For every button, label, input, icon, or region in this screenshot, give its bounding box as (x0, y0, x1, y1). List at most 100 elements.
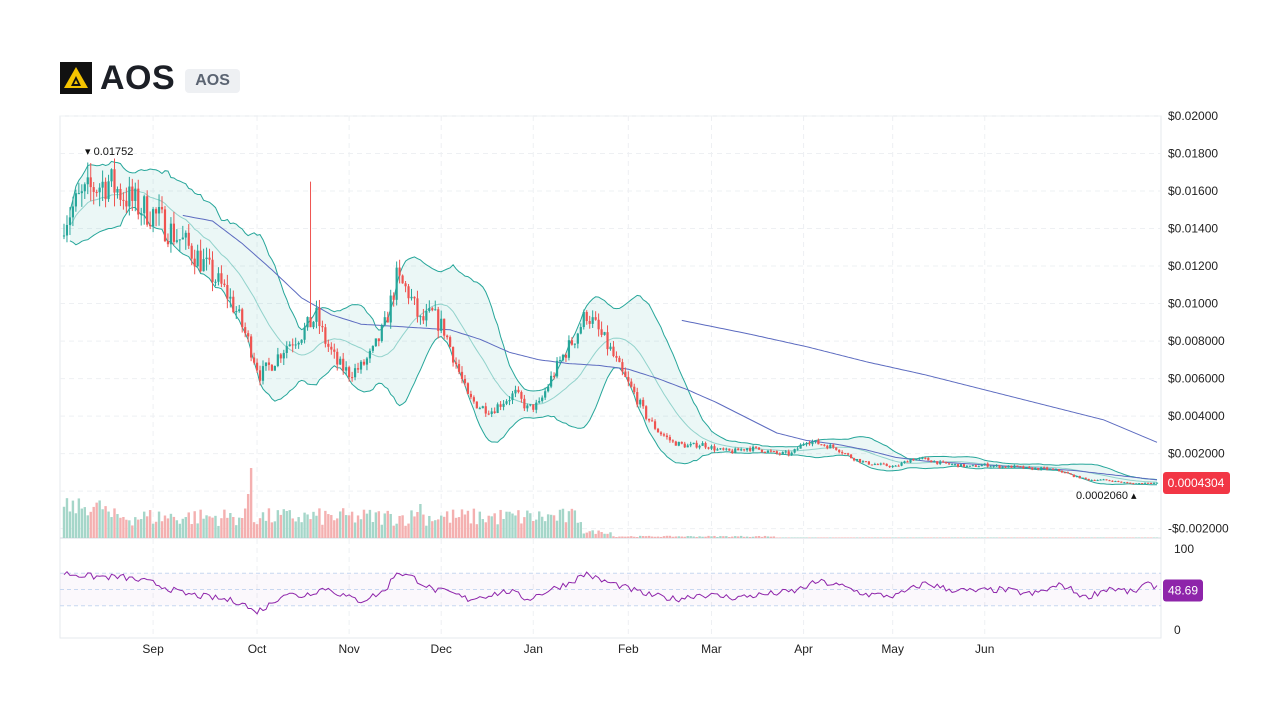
volume-bar (440, 515, 443, 538)
candle-body (1063, 472, 1067, 474)
candle-body (668, 437, 672, 441)
candle-body (986, 463, 989, 467)
candle-body (238, 309, 241, 312)
candle-body (906, 461, 909, 463)
candle-body (490, 411, 493, 414)
volume-bar (181, 518, 185, 538)
candle-body (630, 381, 633, 387)
candle-body (882, 463, 885, 465)
volume-bar (1069, 537, 1073, 538)
candle-body (324, 327, 327, 344)
volume-bar (398, 515, 401, 538)
volume-bar (1120, 537, 1123, 538)
candle-body (505, 401, 508, 404)
candle-body (466, 383, 470, 394)
candle-body (356, 368, 360, 370)
candle-body (743, 449, 746, 451)
volume-bar (273, 521, 277, 538)
volume-bar (282, 509, 285, 538)
candle-body (692, 442, 695, 444)
volume-bar (401, 515, 404, 538)
volume-bar (1084, 537, 1087, 538)
candle-body (861, 461, 865, 463)
candle-body (766, 450, 770, 453)
volume-bar (324, 510, 327, 538)
volume-bar (751, 536, 755, 538)
candle-body (258, 370, 262, 381)
volume-bar (879, 537, 882, 538)
volume-bar (540, 516, 544, 538)
volume-bar (573, 510, 577, 538)
volume-bar (493, 513, 496, 538)
volume-bar (953, 537, 957, 538)
candle-body (478, 408, 481, 410)
candle-body (903, 461, 906, 463)
candle-body (217, 273, 220, 282)
candle-body (273, 365, 276, 371)
volume-bar (659, 536, 663, 538)
candle-body (544, 391, 547, 398)
candle-body (1034, 467, 1037, 470)
volume-bar (588, 531, 591, 538)
volume-bar (276, 510, 280, 538)
candle-body (1016, 465, 1019, 467)
candle-body (698, 445, 701, 448)
volume-bar (757, 536, 761, 538)
candle-body (912, 459, 915, 461)
candle-body (380, 325, 383, 342)
candle-body (83, 184, 86, 192)
volume-bar (555, 520, 559, 538)
candle-body (787, 451, 790, 455)
candle-body (576, 333, 579, 344)
candle-body (520, 392, 523, 399)
candle-body (306, 317, 309, 328)
candle-body (677, 441, 680, 446)
volume-bar (630, 536, 633, 538)
candle-body (555, 360, 559, 377)
y-tick-label: -$0.002000 (1168, 522, 1229, 536)
candle-body (1135, 483, 1138, 485)
volume-bar (760, 536, 764, 538)
volume-bar (416, 512, 419, 538)
candle-body (873, 464, 876, 466)
volume-bar (267, 508, 271, 538)
candle-body (716, 449, 719, 451)
candle-body (538, 401, 541, 403)
candle-body (680, 441, 683, 444)
volume-bar (478, 511, 482, 538)
volume-bar (386, 510, 389, 538)
volume-bar (701, 536, 704, 538)
candle-body (65, 224, 69, 236)
volume-bar (1028, 537, 1031, 538)
volume-bar (849, 537, 853, 538)
volume-bar (1090, 537, 1093, 538)
volume-bar (665, 535, 669, 538)
y-tick-label: $0.01400 (1168, 222, 1218, 236)
volume-bar (912, 537, 915, 538)
candle-body (992, 465, 995, 467)
volume-bar (511, 513, 514, 538)
x-tick-label: Jan (524, 642, 543, 656)
volume-bar (962, 537, 966, 538)
candle-body (1084, 477, 1087, 479)
candle-body (514, 389, 517, 394)
volume-bar (535, 519, 538, 538)
volume-bar (864, 537, 868, 538)
volume-bar (428, 515, 431, 538)
candle-body (1007, 465, 1010, 468)
candle-body (757, 447, 761, 450)
candle-body (950, 464, 954, 466)
volume-bar (950, 537, 954, 538)
volume-bar (1135, 537, 1138, 538)
candle-body (152, 209, 155, 227)
candle-body (267, 362, 271, 365)
candle-body (62, 235, 66, 237)
volume-bar (731, 536, 734, 538)
last-price-tag-label: 0.0004304 (1168, 476, 1225, 490)
candle-body (636, 392, 639, 405)
volume-bar (241, 518, 244, 538)
candle-body (128, 186, 131, 207)
candlesticks (62, 158, 1159, 485)
volume-bar (843, 537, 847, 538)
